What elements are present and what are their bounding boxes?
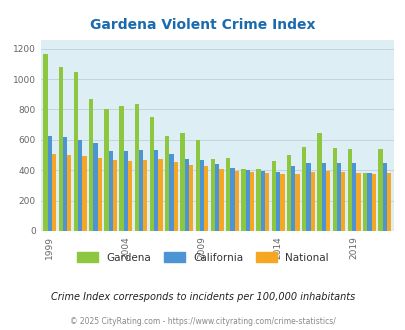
Bar xyxy=(241,169,245,231)
Bar xyxy=(347,149,351,231)
Bar xyxy=(139,150,143,231)
Bar xyxy=(143,160,147,231)
Bar xyxy=(43,54,47,231)
Bar xyxy=(47,136,52,231)
Bar xyxy=(149,117,154,231)
Bar xyxy=(195,140,199,231)
Bar xyxy=(134,104,139,231)
Bar xyxy=(295,174,299,231)
Bar xyxy=(226,158,230,231)
Legend: Gardena, California, National: Gardena, California, National xyxy=(73,248,332,267)
Bar xyxy=(367,173,371,231)
Bar xyxy=(199,160,204,231)
Bar xyxy=(180,133,184,231)
Bar xyxy=(158,159,162,231)
Bar xyxy=(215,164,219,231)
Bar xyxy=(351,163,356,231)
Bar xyxy=(230,168,234,231)
Bar xyxy=(67,155,71,231)
Bar xyxy=(82,156,86,231)
Bar xyxy=(275,172,279,231)
Bar xyxy=(204,166,208,231)
Bar xyxy=(234,171,238,231)
Bar xyxy=(279,174,284,231)
Bar xyxy=(386,173,390,231)
Bar xyxy=(356,173,360,231)
Bar xyxy=(63,137,67,231)
Bar xyxy=(104,110,108,231)
Bar xyxy=(362,173,367,231)
Bar xyxy=(124,151,128,231)
Bar xyxy=(336,163,340,231)
Bar xyxy=(245,170,249,231)
Bar xyxy=(271,161,275,231)
Bar xyxy=(78,140,82,231)
Bar xyxy=(173,162,177,231)
Bar xyxy=(286,155,290,231)
Bar xyxy=(58,67,63,231)
Text: © 2025 CityRating.com - https://www.cityrating.com/crime-statistics/: © 2025 CityRating.com - https://www.city… xyxy=(70,317,335,326)
Bar xyxy=(317,133,321,231)
Bar xyxy=(188,165,193,231)
Bar xyxy=(119,106,124,231)
Bar xyxy=(169,154,173,231)
Bar xyxy=(306,163,310,231)
Bar xyxy=(97,158,102,231)
Bar xyxy=(264,173,269,231)
Text: Gardena Violent Crime Index: Gardena Violent Crime Index xyxy=(90,18,315,32)
Bar xyxy=(52,153,56,231)
Bar xyxy=(128,161,132,231)
Bar xyxy=(382,163,386,231)
Bar xyxy=(210,159,215,231)
Bar xyxy=(321,163,325,231)
Bar xyxy=(249,172,254,231)
Bar xyxy=(371,174,375,231)
Bar xyxy=(113,160,117,231)
Bar xyxy=(184,159,188,231)
Text: Crime Index corresponds to incidents per 100,000 inhabitants: Crime Index corresponds to incidents per… xyxy=(51,292,354,302)
Bar xyxy=(108,151,113,231)
Bar xyxy=(219,170,223,231)
Bar xyxy=(340,172,345,231)
Bar xyxy=(310,172,314,231)
Bar xyxy=(165,136,169,231)
Bar xyxy=(325,171,329,231)
Bar xyxy=(256,170,260,231)
Bar xyxy=(290,166,295,231)
Bar xyxy=(89,99,93,231)
Bar xyxy=(301,147,306,231)
Bar xyxy=(93,143,97,231)
Bar xyxy=(260,171,264,231)
Bar xyxy=(332,148,336,231)
Bar xyxy=(74,72,78,231)
Bar xyxy=(154,150,158,231)
Bar xyxy=(377,149,382,231)
